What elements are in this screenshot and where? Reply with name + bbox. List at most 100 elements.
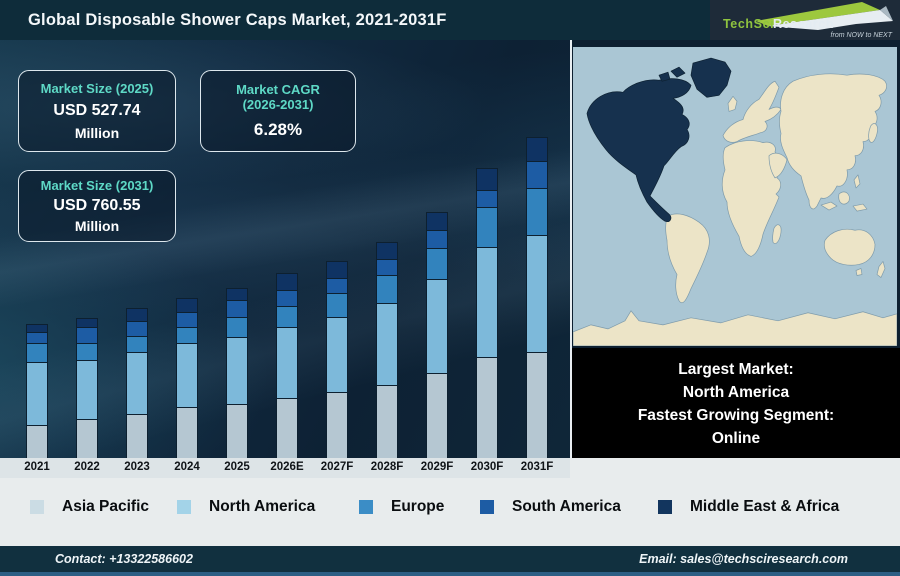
bar-chart-plot [0,40,570,458]
legend-label: Middle East & Africa [690,498,840,515]
logo-brand-1: TechSci [723,17,774,31]
bar-segment-south-america [226,300,248,317]
map-south-america [665,213,710,304]
bar-segment-middle-east-africa [376,242,398,259]
market-cagr-value: 6.28% [253,119,303,139]
market-size-2025-unit: Million [74,125,120,142]
bar-segment-south-america [26,332,48,343]
right-panel: Largest Market: North America Fastest Gr… [570,40,900,458]
bar-segment-middle-east-africa [176,298,198,312]
map-indonesia-island [820,201,838,211]
bar-segment-middle-east-africa [526,137,548,161]
legend-item-north-america: North America [177,498,315,516]
bar-segment-asia-pacific [326,392,348,458]
logo-arrow-green [756,2,880,26]
map-arabia [768,152,788,179]
bar-2031F [526,137,548,458]
map-new-zealand [876,261,886,278]
bar-segment-north-america [76,360,98,419]
market-size-2031-value: USD 760.55 [53,196,141,214]
map-tasmania [855,268,863,276]
bar-2026E [276,273,298,458]
market-size-2025-box: Market Size (2025) USD 527.74 Million [18,70,176,152]
bar-segment-south-america [376,259,398,275]
market-cagr-title: Market CAGR [236,82,320,98]
x-axis-label-2030F: 2030F [470,461,504,473]
market-size-2031-box: Market Size (2031) USD 760.55 Million [18,170,176,242]
logo-brand-2: Research [773,17,834,31]
bar-segment-europe [76,343,98,360]
x-axis-label-2021: 2021 [24,461,50,473]
legend-swatch [658,500,672,514]
market-size-2031-unit: Million [74,217,120,234]
fastest-segment-value: Online [711,430,761,447]
bar-segment-asia-pacific [226,404,248,458]
map-australia [823,228,876,266]
x-axis-label-2022: 2022 [74,461,100,473]
x-axis-label-2031F: 2031F [520,461,554,473]
bar-segment-north-america [276,327,298,398]
bar-2029F [426,212,448,458]
logo-arrow-silver [768,10,893,30]
logo-tagline: from NOW to NEXT [831,32,893,39]
x-axis-labels: 2021 2022 2023 2024 2025 2026E 2027F 2028F 2029F… [0,458,570,478]
x-axis-label-2026E: 2026E [270,461,304,473]
bar-segment-europe [26,343,48,362]
bar-segment-asia-pacific [176,407,198,458]
x-axis-label-2024: 2024 [174,461,200,473]
header-bar: Global Disposable Shower Caps Market, 20… [0,0,900,40]
largest-market-box: Largest Market: North America Fastest Gr… [572,348,900,458]
world-map [573,47,897,346]
bar-segment-south-america [476,190,498,207]
bar-segment-north-america [476,247,498,357]
bar-segment-south-america [76,327,98,343]
x-axis-label-2029F: 2029F [420,461,454,473]
footer-accent-strip [0,572,900,576]
bar-segment-south-america [326,278,348,293]
page-title: Global Disposable Shower Caps Market, 20… [28,10,447,29]
bar-segment-europe [276,306,298,327]
bar-segment-europe [376,275,398,303]
legend-item-europe: Europe [359,498,444,516]
bar-segment-asia-pacific [276,398,298,458]
chart-legend: Asia Pacific North America Europe South Ame… [0,498,900,528]
bar-segment-south-america [276,290,298,306]
bar-segment-north-america [376,303,398,385]
map-borneo [838,191,850,205]
map-asia [779,73,887,210]
bar-2028F [376,242,398,458]
bar-segment-north-america [526,235,548,352]
bar-2023 [126,308,148,458]
legend-label: Europe [391,498,445,515]
legend-item-middle-east-africa: Middle East & Africa [658,498,839,516]
bar-segment-europe [526,188,548,235]
main-area: Market Size (2025) USD 527.74 Million Ma… [0,40,900,458]
bar-segment-europe [426,248,448,279]
legend-swatch [359,500,373,514]
chart-panel: Market Size (2025) USD 527.74 Million Ma… [0,40,570,458]
map-north-america-highlight [586,78,692,222]
bar-segment-europe [176,327,198,343]
bar-2030F [476,168,498,458]
bar-segment-north-america [26,362,48,425]
bar-segment-europe [326,293,348,317]
bar-2027F [326,261,348,458]
bar-2025 [226,288,248,458]
bar-segment-asia-pacific [376,385,398,458]
bar-segment-south-america [426,230,448,248]
market-size-2025-value: USD 527.74 [53,101,141,119]
bar-segment-asia-pacific [76,419,98,458]
bar-segment-south-america [126,321,148,336]
bar-segment-europe [126,336,148,352]
x-axis-label-2023: 2023 [124,461,150,473]
largest-market-value: North America [682,384,790,401]
market-cagr-subtitle: (2026-2031) [242,97,314,113]
footer-email: Email: sales@techsciresearch.com [639,552,848,566]
market-cagr-box: Market CAGR (2026-2031) 6.28% [200,70,356,152]
bar-segment-asia-pacific [426,373,448,458]
footer-bar: Contact: +13322586602 Email: sales@techs… [0,546,900,572]
bar-2024 [176,298,198,458]
bar-2022 [76,318,98,458]
largest-market-label: Largest Market: [678,361,794,378]
